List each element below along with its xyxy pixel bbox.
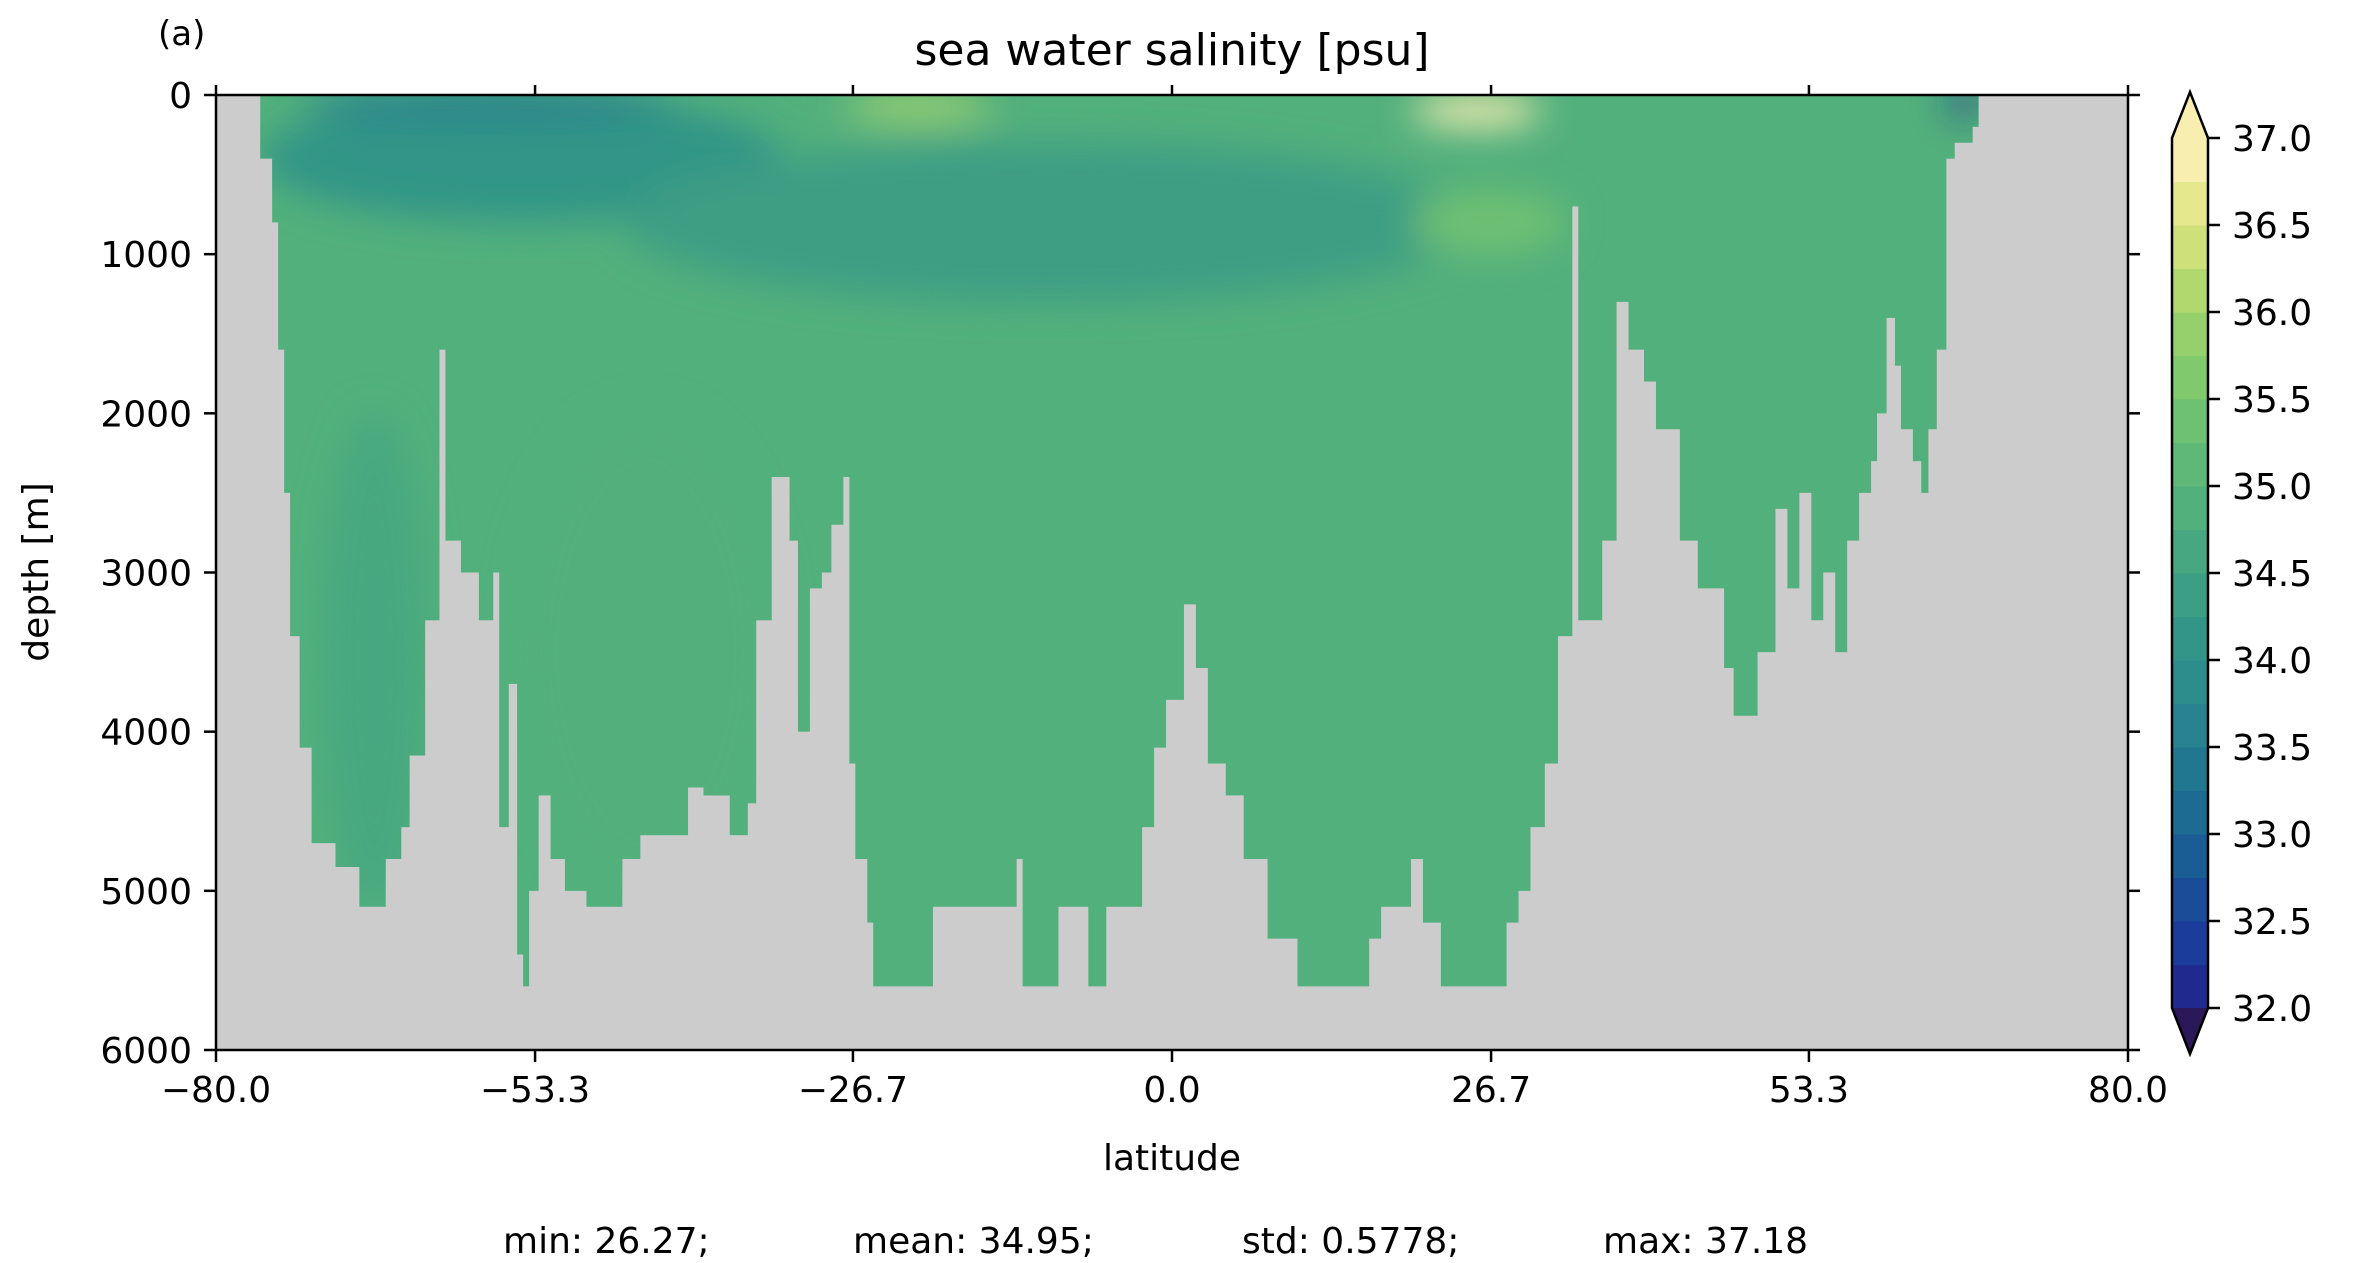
colorbar-tick-label: 34.5 — [2232, 554, 2312, 595]
colorbar-extend-min — [2172, 1008, 2208, 1054]
colorbar-tick-label: 32.0 — [2232, 989, 2312, 1030]
colorbar-tick-label: 35.5 — [2232, 380, 2312, 421]
x-tick-label: 53.3 — [1769, 1070, 1849, 1111]
colorbar-segment — [2172, 573, 2208, 617]
colorbar-tick-label: 33.0 — [2232, 815, 2312, 856]
colorbar-segment — [2172, 834, 2208, 878]
colorbar-segment — [2172, 486, 2208, 530]
colorbar-segment — [2172, 529, 2208, 574]
x-axis-label: latitude — [1103, 1138, 1241, 1179]
x-axis: −80.0 −53.3 −26.7 0.0 26.7 53.3 80.0 — [161, 85, 2168, 1111]
colorbar-segment — [2172, 399, 2208, 443]
x-tick-label: −80.0 — [161, 1070, 271, 1111]
stat-std: std: 0.5778; — [1242, 1221, 1459, 1262]
colorbar-segment — [2172, 790, 2208, 835]
water-mass-subtropical-north — [1411, 95, 1543, 127]
colorbar-tick-label: 36.0 — [2232, 293, 2312, 334]
colorbar-segment — [2172, 660, 2208, 704]
water-mass-surface — [299, 95, 671, 115]
y-axis-label: depth [m] — [16, 482, 57, 661]
chart-title: sea water salinity [psu] — [914, 25, 1429, 76]
colorbar-tick-label: 36.5 — [2232, 206, 2312, 247]
stats-line: min: 26.27; mean: 34.95; std: 0.5778; ma… — [503, 1221, 1808, 1262]
water-mass-fresh-upper-water — [260, 95, 784, 223]
colorbar-segment — [2172, 921, 2208, 965]
colorbar-segment — [2172, 355, 2208, 400]
colorbar-segment — [2172, 616, 2208, 661]
stat-max: max: 37.18 — [1603, 1221, 1808, 1262]
water-mass-deep-core — [323, 413, 426, 907]
x-tick-label: 26.7 — [1451, 1070, 1531, 1111]
water-mass-subtropical-south — [843, 95, 993, 119]
stat-mean: mean: 34.95; — [853, 1221, 1094, 1262]
colorbar-segment — [2172, 442, 2208, 487]
colorbar-segment — [2172, 747, 2208, 791]
y-tick-label: 2000 — [100, 394, 192, 435]
colorbar-segment — [2172, 703, 2208, 748]
y-tick-label: 3000 — [100, 554, 192, 595]
colorbar-tick-label: 35.0 — [2232, 467, 2312, 508]
x-tick-label: −53.3 — [480, 1070, 590, 1111]
y-tick-label: 5000 — [100, 872, 192, 913]
y-axis: 0 1000 2000 3000 4000 5000 6000 — [100, 76, 2140, 1072]
water-mass-group — [260, 95, 1979, 907]
y-tick-label: 6000 — [100, 1031, 192, 1072]
colorbar-extend-max — [2172, 92, 2208, 138]
colorbar-tick-label: 37.0 — [2232, 119, 2312, 160]
colorbar-segment — [2172, 181, 2208, 226]
y-tick-label: 0 — [169, 76, 192, 117]
colorbar-segment — [2172, 312, 2208, 356]
x-tick-label: −26.7 — [798, 1070, 908, 1111]
y-tick-label: 4000 — [100, 713, 192, 754]
water-mass-arctic-surface — [1948, 95, 1979, 114]
colorbar-segment — [2172, 877, 2208, 922]
stat-min: min: 26.27; — [503, 1221, 710, 1262]
water-mass-intermediate — [622, 142, 1471, 302]
y-tick-label: 1000 — [100, 235, 192, 276]
x-tick-label: 80.0 — [2088, 1070, 2168, 1111]
water-mass-deep — [514, 413, 778, 891]
x-tick-label: 0.0 — [1143, 1070, 1200, 1111]
water-mass-mediterranean-outflow — [1411, 190, 1567, 255]
colorbar-segment — [2172, 225, 2208, 269]
plot-area — [216, 95, 2128, 1050]
colorbar-segment — [2172, 138, 2208, 182]
colorbar-segment — [2172, 268, 2208, 313]
colorbar-tick-label: 33.5 — [2232, 728, 2312, 769]
colorbar: 37.0 36.5 36.0 35.5 35.0 34.5 34.0 33.5 33.0 32.5… — [2170, 88, 2312, 1058]
colorbar-tick-label: 34.0 — [2232, 641, 2312, 682]
panel-label: (a) — [158, 14, 205, 54]
colorbar-tick-label: 32.5 — [2232, 902, 2312, 943]
colorbar-segment — [2172, 964, 2208, 1009]
